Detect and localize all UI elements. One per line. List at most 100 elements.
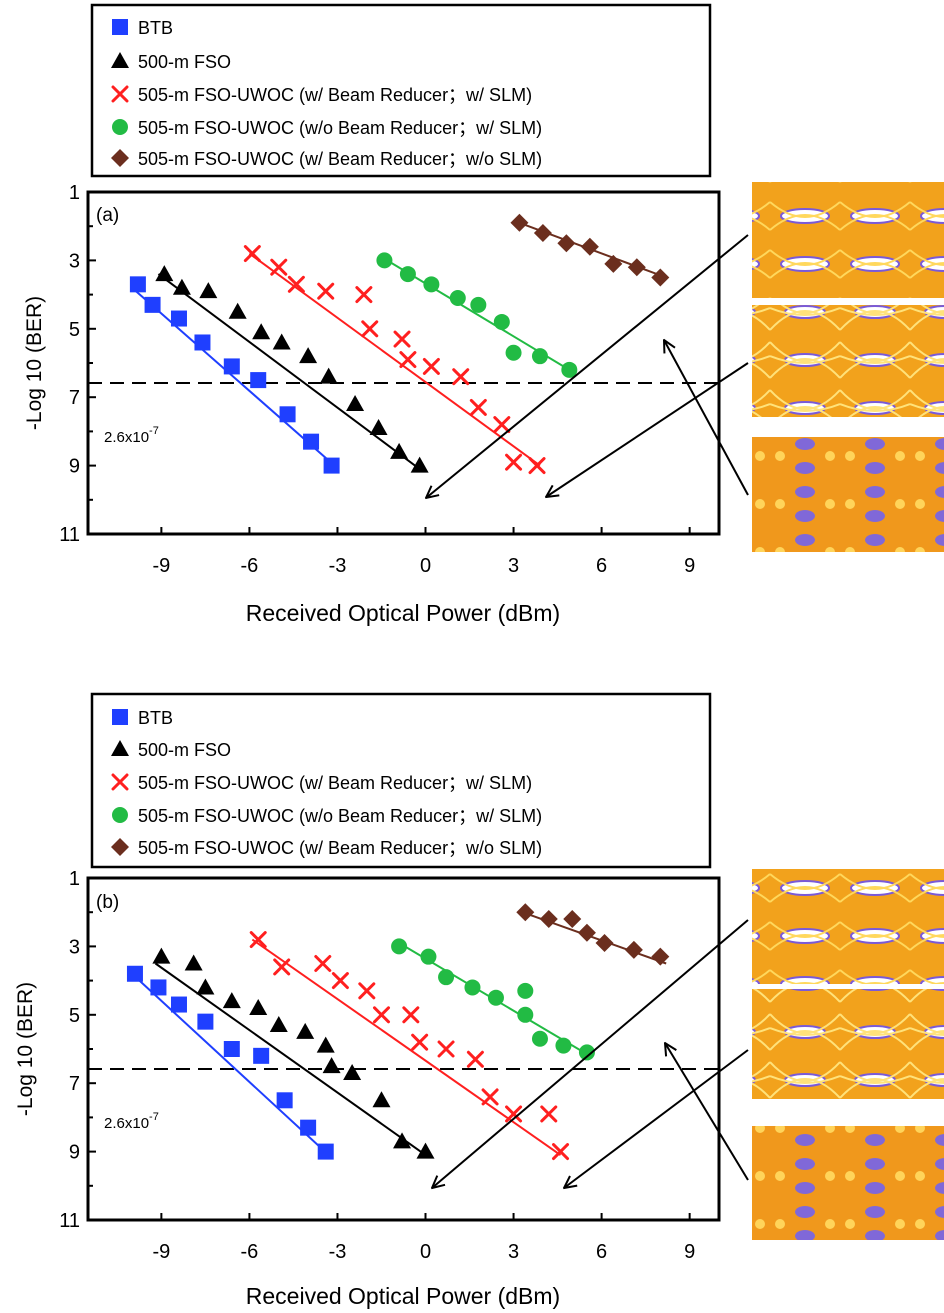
data-point-wobr_wslm [470,296,487,313]
x-tick-label-a: 3 [508,555,519,577]
legend-marker-wbr_woslm [111,838,129,856]
data-point-btb [170,310,187,327]
data-point-btb [317,1143,334,1160]
data-point-wbr_wslm [540,1105,558,1123]
legend-label: 505-m FSO-UWOC (w/ Beam Reducer；w/ SLM) [138,85,532,105]
legend-marker-btb [112,19,128,35]
data-point-wbr_wslm [481,1088,499,1106]
eye-diagram-wbr-wslm-b [752,989,944,1099]
data-point-fso [319,367,338,384]
data-point-wobr_wslm [531,1030,548,1047]
series-wobr_wslm-b [391,938,595,1061]
data-point-fso [296,1022,315,1039]
data-point-wobr_wslm [391,938,408,955]
data-point-fso [416,1142,435,1159]
data-point-wobr_wslm [399,266,416,283]
fit-line-btb [131,287,336,467]
eye-diagram-wobr-wslm-a [752,437,944,552]
eye-diagram-wbr-woslm-a [752,182,944,298]
pointer-arrow-b2 [564,1049,749,1188]
data-point-wbr_wslm [505,1105,523,1123]
x-tick-label-b: 3 [508,1241,519,1263]
data-point-wbr_woslm [577,923,596,942]
data-point-fso [196,978,215,995]
data-point-wbr_woslm [604,254,623,273]
series-wbr_woslm-a [510,213,670,287]
y-tick-label-b: 7 [69,1073,80,1095]
data-point-wobr_wslm [449,290,466,307]
series-btb-a [129,276,340,474]
panel-a: BTB 500-m FSO 505-m FSO-UWOC (w/ Beam Re… [23,3,944,626]
legend-marker-fso [111,740,129,756]
data-point-fso [249,998,268,1015]
data-point-wbr_wslm [287,275,305,293]
x-tick-label-b: -6 [241,1241,259,1263]
series-wobr_wslm-a [376,252,578,378]
data-point-btb [126,965,143,982]
data-point-fso [393,1132,412,1149]
data-point-wbr_wslm [402,1006,420,1024]
x-tick-label-b: 0 [420,1241,431,1263]
data-point-fso [372,1091,391,1108]
data-point-btb [279,406,296,423]
threshold-label-b: 2.6x10-7 [104,1111,159,1132]
legend-label: 505-m FSO-UWOC (w/o Beam Reducer；w/ SLM) [138,806,542,826]
fit-line-wbr_wslm [248,252,541,467]
data-point-wbr_wslm [552,1143,570,1161]
legend-marker-wobr_wslm [112,119,128,135]
legend-item-uwoc-wbr-wslm: 505-m FSO-UWOC (w/ Beam Reducer；w/ SLM) [111,85,532,105]
data-point-wbr_wslm [493,416,511,434]
y-tick-label-b: 9 [69,1142,80,1164]
x-tick-label-a: -6 [241,555,259,577]
pointer-arrow-a1 [426,234,749,498]
data-point-wbr_woslm [533,224,552,243]
series-wbr_wslm-b [249,931,570,1161]
legend-item-uwoc-wbr-woslm: 505-m FSO-UWOC (w/ Beam Reducer；w/o SLM) [111,149,542,169]
legend-b: BTB 500-m FSO 505-m FSO-UWOC (w/ Beam Re… [90,692,712,869]
data-point-fso [369,418,388,435]
y-tick-label-a: 11 [59,524,80,546]
series-fso-b [152,947,435,1159]
series-wbr_woslm-b [516,903,670,966]
y-tick-label-a: 7 [69,387,80,409]
data-point-wbr_wslm [249,931,267,949]
eye-diagrams-a [426,182,944,552]
data-point-fso [269,1016,288,1033]
data-point-wbr_wslm [358,982,376,1000]
legend-a: BTB 500-m FSO 505-m FSO-UWOC (w/ Beam Re… [90,3,712,178]
data-point-wobr_wslm [517,1006,534,1023]
data-point-wobr_wslm [438,969,455,986]
panel-label-b: (b) [96,892,119,913]
x-tick-label-b: -3 [329,1241,347,1263]
data-point-wobr_wslm [531,348,548,365]
x-tick-label-b: 9 [684,1241,695,1263]
series-fso-a [155,265,429,473]
eye-diagram-wbr-wslm-a [752,305,944,417]
legend-label: 505-m FSO-UWOC (w/ Beam Reducer；w/o SLM) [138,838,542,858]
data-point-wbr_woslm [557,234,576,253]
data-point-btb [170,996,187,1013]
data-point-wbr_wslm [331,972,349,990]
data-point-btb [300,1119,317,1136]
data-point-wbr_woslm [516,903,535,922]
legend-marker-btb [112,709,128,725]
data-point-fso [184,954,203,971]
data-point-wobr_wslm [487,989,504,1006]
data-point-wbr_wslm [505,453,523,471]
x-tick-label-a: 6 [596,555,607,577]
x-tick-label-b: -9 [152,1241,170,1263]
data-point-wbr_woslm [580,237,599,256]
data-point-wbr_woslm [563,910,582,929]
data-point-btb [253,1047,270,1064]
data-point-fso [252,323,271,340]
data-point-wobr_wslm [423,276,440,293]
legend-item-500m-fso: 500-m FSO [111,52,231,72]
data-point-wbr_wslm [411,1033,429,1051]
data-point-fso [222,992,241,1009]
series-wbr_wslm-a [243,245,546,475]
fit-line-btb [131,973,330,1156]
legend-label: 505-m FSO-UWOC (w/ Beam Reducer；w/o SLM) [138,149,542,169]
data-point-wbr_wslm [393,330,411,348]
y-tick-label-b: 11 [59,1210,80,1232]
